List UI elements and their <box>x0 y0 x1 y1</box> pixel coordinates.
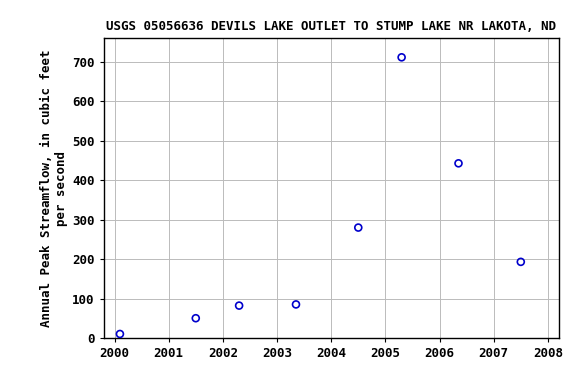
Point <box>397 54 406 60</box>
Point <box>291 301 301 308</box>
Point <box>191 315 200 321</box>
Point <box>354 225 363 231</box>
Point <box>234 303 244 309</box>
Point <box>516 259 525 265</box>
Y-axis label: Annual Peak Streamflow, in cubic feet
per second: Annual Peak Streamflow, in cubic feet pe… <box>40 50 68 327</box>
Point <box>115 331 124 337</box>
Point <box>454 160 463 166</box>
Title: USGS 05056636 DEVILS LAKE OUTLET TO STUMP LAKE NR LAKOTA, ND: USGS 05056636 DEVILS LAKE OUTLET TO STUM… <box>106 20 556 33</box>
